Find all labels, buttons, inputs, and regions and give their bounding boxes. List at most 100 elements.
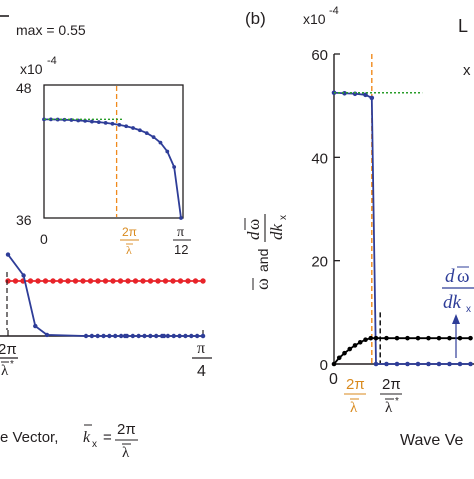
inset-series-group — [42, 86, 183, 220]
inset-series-blue-point-15 — [144, 131, 149, 136]
inset-series-blue-line — [44, 118, 182, 219]
panel-a-red-series-red-point-6 — [50, 278, 56, 284]
panel-a-red-series-red-point-23 — [177, 278, 184, 284]
panel-a-xlabel-eq: = — [103, 429, 112, 446]
panel-a-xlabel-lambda: λ — [122, 445, 130, 461]
panel-b-xtick-lambda: λ — [350, 400, 358, 416]
panel-b-series-blue-point-11 — [436, 361, 442, 367]
panel-a-series-blue-point-27 — [200, 333, 206, 339]
panel-b-series-black-point-10 — [394, 335, 400, 341]
inset-series-blue-point-1 — [48, 117, 53, 122]
panel-a-series-blue-point-7 — [101, 333, 106, 339]
panel-a-series-blue-point-8 — [107, 333, 112, 339]
panel-a-xlabel-k: k — [83, 429, 91, 446]
panel-b-series-black-point-13 — [426, 335, 431, 341]
panel-a-series-blue-point-20 — [165, 333, 171, 339]
panel-b-xtick-lambda-star: λ — [385, 400, 393, 416]
panel-b-ylabel-dk-x: x — [278, 215, 289, 220]
panel-a-xlabel: e Vector, — [0, 429, 58, 446]
panel-a-red-series-red-point-25 — [192, 278, 199, 284]
panel-a-xlabel-kx-sub: x — [92, 439, 97, 450]
header-max-fragment: max = 0.55 — [16, 22, 86, 38]
panel-b-series-black-point-7 — [368, 335, 374, 341]
panel-b-series-black-point-5 — [357, 340, 363, 345]
panel-b-annotation-arrowhead — [452, 314, 460, 324]
panel-a-series-blue-point-21 — [171, 333, 176, 339]
panel-b-xtick-0: 0 — [329, 371, 338, 388]
panel-a-red-series-red-point-15 — [117, 278, 124, 284]
inset-xtick-0: 0 — [40, 231, 48, 247]
panel-a-series-blue-point-4 — [83, 333, 89, 339]
panel-a-series-blue-point-25 — [194, 333, 200, 339]
panel-a-red-series-red-point-10 — [80, 278, 86, 284]
panel-b-series-black-point-0 — [331, 361, 337, 367]
panel-a-red-series-red-point-13 — [102, 278, 109, 284]
inset-frame — [43, 84, 184, 219]
panel-b-series-blue-point-8 — [405, 361, 410, 367]
panel-b-series-black-point-8 — [373, 335, 379, 341]
panel-b-annotation-dk-x: x — [466, 304, 471, 315]
panel-a: 2π λ * π 4 e Vector, k x = 2π λ — [0, 252, 212, 461]
panel-a-red-series-red-point-9 — [72, 278, 79, 284]
inset-ytick-48: 48 — [16, 80, 32, 96]
inset-series-blue-point-12 — [124, 124, 129, 129]
panel-b-ylabel-omega: ω — [252, 278, 272, 290]
panel-b-xtick-2pi-star: 2π — [382, 376, 401, 393]
panel-b-annotation-d: d — [445, 266, 455, 287]
panel-b-yticks: 0 20 40 60 — [311, 47, 340, 374]
panel-b-ylabel: ω and d ω dk x — [244, 214, 289, 290]
panel-a-series-blue-point-23 — [183, 333, 188, 339]
inset-exponent-base: x10 — [20, 61, 43, 77]
panel-a-red-series-red-point-12 — [95, 278, 101, 284]
panel-b-series-blue-line — [333, 91, 471, 365]
panel-a-red-series-red-point-18 — [140, 278, 146, 284]
panel-b: x10 -4 0 20 40 60 ω and d ω dk x d ω dk x x… — [244, 5, 474, 449]
panel-a-series-blue-line — [7, 254, 203, 337]
panel-b-series-group — [331, 54, 473, 367]
panel-a-xtick-label-pi: π — [197, 340, 205, 357]
panel-b-annotation-omega: ω — [457, 266, 470, 287]
panel-b-ytick-label-0: 0 — [320, 357, 328, 374]
panel-a-inset: x10 -4 48 36 0 2π λ π 12 — [16, 55, 191, 257]
inset-ytick-36: 36 — [16, 212, 32, 228]
inset-series-blue-point-7 — [90, 119, 94, 124]
panel-b-series-black-point-3 — [347, 346, 353, 352]
panel-b-series-black-point-15 — [447, 335, 452, 341]
panel-b-series-blue-point-14 — [468, 361, 473, 367]
panel-b-ytick-label-40: 40 — [311, 150, 328, 167]
panel-a-xtick-label-lambda: λ — [1, 363, 9, 379]
panel-a-red-series-red-point-0 — [5, 278, 11, 284]
panel-a-red-series-red-point-14 — [110, 278, 116, 284]
panel-a-red-series-red-point-20 — [155, 278, 161, 284]
panel-a-red-series-red-point-7 — [57, 278, 64, 284]
panel-a-series-blue-point-3 — [44, 332, 50, 338]
panel-b-series-blue-point-9 — [415, 361, 421, 367]
panel-a-series-blue-point-19 — [161, 333, 167, 339]
panel-a-red-series-red-point-4 — [35, 278, 41, 284]
panel-b-series-blue-point-3 — [363, 92, 368, 98]
panel-b-ytick-label-60: 60 — [311, 47, 328, 64]
panel-a-red-series-red-point-19 — [147, 278, 154, 284]
panel-b-series-black-point-12 — [415, 335, 421, 341]
panel-a-series-blue-point-0 — [5, 252, 11, 257]
panel-a-xtick-label-star: * — [10, 359, 14, 370]
panel-b-series-blue-point-12 — [447, 361, 452, 367]
panel-a-red-series-red-point-5 — [42, 278, 49, 284]
inset-series-blue-point-16 — [151, 135, 156, 139]
panel-b-series-blue-point-13 — [457, 361, 463, 367]
panel-b-series-black-point-6 — [363, 337, 368, 343]
inset-series-blue-point-18 — [165, 149, 170, 154]
inset-xtick-2pi: 2π — [122, 225, 137, 239]
panel-a-series-blue-point-17 — [154, 333, 159, 339]
panel-b-cut-x: x — [463, 62, 471, 79]
panel-a-red-series-red-point-3 — [27, 278, 34, 284]
panel-a-series-blue-point-9 — [113, 333, 118, 339]
inset-xtick-pi: π — [177, 225, 184, 240]
panel-b-series-black-point-14 — [436, 335, 442, 341]
panel-b-exponent-power: -4 — [329, 5, 339, 17]
panel-b-series-black-point-4 — [352, 343, 358, 348]
panel-b-series-blue-point-7 — [394, 361, 400, 367]
inset-xtick-twelve: 12 — [174, 242, 188, 257]
panel-b-series-black-point-2 — [342, 350, 347, 356]
